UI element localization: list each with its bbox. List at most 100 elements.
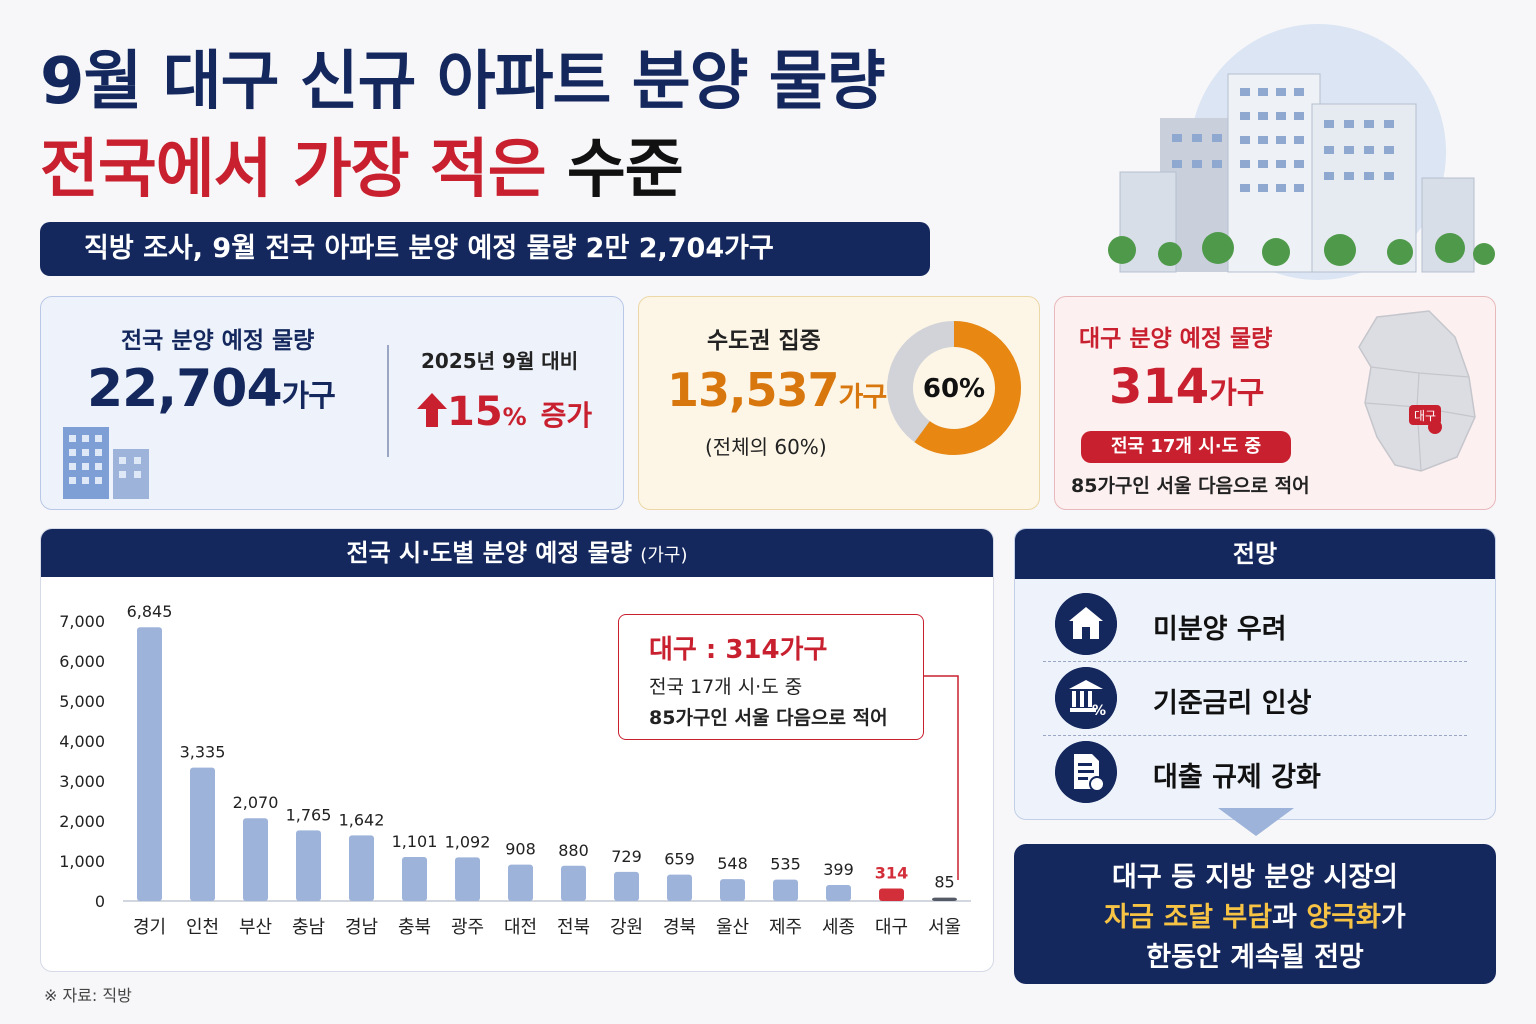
x-tick-label: 세종 xyxy=(822,917,855,938)
apartment-hero-illustration xyxy=(1108,24,1495,280)
donut-label: 60% xyxy=(923,374,985,404)
bar-value-label: 908 xyxy=(505,840,536,859)
daegu-supply-value: 314가구 xyxy=(1109,359,1264,415)
x-tick-label: 대전 xyxy=(504,917,537,938)
capital-area-note: (전체의 60%) xyxy=(705,435,827,459)
page-title-line2: 전국에서 가장 적은 수준 xyxy=(40,118,684,210)
bar xyxy=(667,874,692,901)
card-divider xyxy=(387,345,389,457)
bank-percent-icon: % xyxy=(1055,667,1117,729)
bar-value-label: 659 xyxy=(664,850,695,869)
capital-share-donut: 60% xyxy=(887,321,1021,455)
bar xyxy=(561,865,586,901)
bar xyxy=(402,856,427,901)
bar xyxy=(826,885,851,901)
x-tick-label: 충남 xyxy=(292,917,325,938)
bar xyxy=(879,888,904,901)
x-tick-label: 제주 xyxy=(769,917,802,938)
outlook-item: 미분양 우려 xyxy=(1055,593,1465,655)
buildings-icon xyxy=(63,427,149,499)
y-tick-label: 4,000 xyxy=(59,732,105,751)
callout-title: 대구 : 314가구 xyxy=(649,635,828,665)
capital-area-number: 13,537 xyxy=(667,363,840,417)
x-tick-label: 전북 xyxy=(557,917,590,938)
y-tick-label: 2,000 xyxy=(59,812,105,831)
outlook-title: 전망 xyxy=(1015,529,1495,579)
national-supply-number: 22,704 xyxy=(87,359,283,419)
bar xyxy=(614,871,639,901)
bar-value-label: 1,765 xyxy=(286,805,332,824)
conclusion-text: 과 xyxy=(1272,902,1307,933)
x-tick-label: 울산 xyxy=(716,917,749,938)
bar xyxy=(137,627,162,901)
outlook-item: 대출 규제 강화 xyxy=(1055,741,1465,803)
y-tick-label: 6,000 xyxy=(59,652,105,671)
x-tick-label: 경기 xyxy=(133,917,166,938)
bar xyxy=(455,857,480,901)
up-arrow-icon xyxy=(417,393,447,427)
conclusion-box: 대구 등 지방 분양 시장의 자금 조달 부담과 양극화가 한동안 계속될 전망 xyxy=(1014,844,1496,984)
x-tick-label: 대구 xyxy=(875,917,908,938)
bar-value-label: 85 xyxy=(934,873,954,892)
capital-area-label: 수도권 집중 xyxy=(707,328,821,354)
outlook-item: % 기준금리 인상 xyxy=(1055,667,1465,729)
daegu-supply-card: 대구 분양 예정 물량 314가구 전국 17개 시·도 중 85가구인 서울 … xyxy=(1054,296,1496,510)
house-icon xyxy=(1055,593,1117,655)
bar-value-label: 535 xyxy=(770,855,801,874)
donut-share-arc xyxy=(887,321,1021,455)
x-tick-label: 광주 xyxy=(451,917,484,938)
daegu-note: 85가구인 서울 다음으로 적어 xyxy=(1071,475,1310,497)
x-tick-label: 서울 xyxy=(928,917,961,938)
building-windows xyxy=(1172,88,1394,192)
document-icon xyxy=(1055,741,1117,803)
bar-value-label: 729 xyxy=(611,847,642,866)
y-tick-label: 5,000 xyxy=(59,692,105,711)
bar-value-label: 6,845 xyxy=(127,602,173,621)
x-tick-label: 충북 xyxy=(398,917,431,938)
bar xyxy=(932,897,957,901)
x-tick-label: 인천 xyxy=(186,917,219,938)
capital-area-unit: 가구 xyxy=(838,382,888,413)
y-tick-label: 0 xyxy=(95,892,105,911)
chart-unit: (가구) xyxy=(640,545,688,566)
regional-supply-chart-panel: 전국 시·도별 분양 예정 물량 (가구) 0 1,000 2,000 3,000 4,… xyxy=(40,528,994,972)
x-tick-label: 경북 xyxy=(663,917,696,938)
y-tick-label: 1,000 xyxy=(59,852,105,871)
x-tick-label: 경남 xyxy=(345,917,378,938)
bar-value-label: 548 xyxy=(717,854,748,873)
y-tick-label: 3,000 xyxy=(59,772,105,791)
conclusion-text: 가 xyxy=(1380,902,1406,933)
down-arrow-icon xyxy=(1218,808,1294,836)
bar-value-label: 399 xyxy=(823,860,854,879)
national-supply-unit: 가구 xyxy=(281,379,336,414)
outlook-divider xyxy=(1043,735,1467,736)
callout-line1: 전국 17개 시·도 중 xyxy=(649,676,803,698)
page-title-line1: 9월 대구 신규 아파트 분양 물량 xyxy=(40,45,885,119)
bar xyxy=(720,879,745,901)
bar-value-label: 1,101 xyxy=(392,832,438,851)
national-supply-label: 전국 분양 예정 물량 xyxy=(121,328,315,354)
national-supply-card: 전국 분양 예정 물량 22,704가구 2025년 9월 대비 15% 증가 xyxy=(40,296,624,510)
outlook-divider xyxy=(1043,661,1467,662)
bar xyxy=(296,830,321,901)
change-indicator: 15% 증가 xyxy=(417,389,592,435)
conclusion-line1: 대구 등 지방 분양 시장의 xyxy=(1112,862,1398,893)
korea-map-icon: 대구 xyxy=(1358,310,1476,472)
comparison-label: 2025년 9월 대비 xyxy=(421,349,579,373)
bar-value-label: 1,092 xyxy=(445,832,491,851)
callout-line2: 85가구인 서울 다음으로 적어 xyxy=(649,707,888,729)
bar-value-label: 1,642 xyxy=(339,810,385,829)
chart-header: 전국 시·도별 분양 예정 물량 (가구) xyxy=(41,529,993,577)
title-highlight-red: 전국에서 가장 적은 xyxy=(40,133,547,207)
outlook-panel: 전망 미분양 우려 % 기준금리 인상 대출 규제 강화 xyxy=(1014,528,1496,820)
map-pin-label: 대구 xyxy=(1414,409,1436,423)
y-tick-label: 7,000 xyxy=(59,612,105,631)
source-note: ※ 자료: 직방 xyxy=(44,986,132,1005)
change-value: 15 xyxy=(447,389,503,435)
capital-area-card: 수도권 집중 13,537가구 (전체의 60%) 60% xyxy=(638,296,1040,510)
outlook-item-label: 대출 규제 강화 xyxy=(1153,762,1321,793)
bar xyxy=(349,835,374,901)
conclusion-line3: 한동안 계속될 전망 xyxy=(1146,942,1364,973)
bar xyxy=(190,767,215,901)
daegu-callout: 대구 : 314가구 전국 17개 시·도 중 85가구인 서울 다음으로 적어 xyxy=(618,614,924,740)
